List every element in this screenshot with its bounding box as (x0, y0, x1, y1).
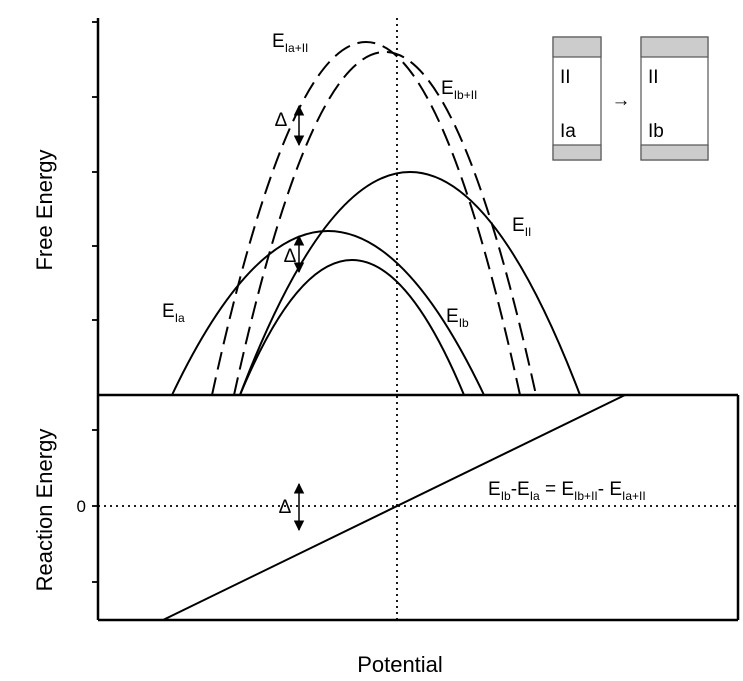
inset-label: II (648, 67, 659, 88)
curve-label: EIb (446, 306, 469, 330)
delta-label: Δ (284, 246, 297, 267)
curve-label: EIb+II (441, 78, 477, 102)
inset-label: Ia (560, 121, 576, 142)
curve-ib-ii (233, 51, 537, 396)
curve-label: EIa+II (272, 31, 308, 55)
symbol: E (272, 31, 285, 52)
subscript: Ia+II (622, 489, 646, 503)
curve-label: EII (512, 215, 531, 239)
zero-label: 0 (77, 497, 86, 516)
curve-ia (171, 230, 485, 396)
subscript: Ib (501, 489, 511, 503)
y-ticks (92, 21, 98, 583)
curve-ii (239, 171, 581, 396)
equation: EIb-EIa = EIb+II- EIa+II (488, 479, 646, 503)
symbol: -E (511, 479, 530, 500)
delta-label: Δ (275, 110, 288, 131)
symbol: E (441, 78, 454, 99)
subscript: Ib+II (454, 88, 478, 102)
symbol: = E (540, 479, 574, 500)
y-title-bottom: Reaction Energy (32, 429, 57, 592)
y-title-top: Free Energy (32, 149, 57, 270)
curve-ib (239, 259, 465, 396)
subscript: Ia (530, 489, 540, 503)
symbol: E (512, 215, 525, 236)
symbol: E (162, 301, 175, 322)
inset-label: II (560, 67, 571, 88)
inset (552, 36, 709, 161)
subscript: Ib+II (574, 489, 598, 503)
inset-arrow: → (612, 90, 631, 111)
curve-ia-ii (211, 41, 521, 396)
inset-label: Ib (648, 121, 664, 142)
subscript: II (525, 225, 532, 239)
symbol: - E (598, 479, 622, 500)
curve-label: EIa (162, 301, 185, 325)
reaction-line (162, 394, 626, 621)
symbol: E (446, 306, 459, 327)
delta-label: Δ (279, 497, 292, 518)
subscript: Ia (175, 311, 185, 325)
symbol: E (488, 479, 501, 500)
x-title: Potential (357, 652, 443, 677)
subscript: Ib (459, 316, 469, 330)
subscript: Ia+II (285, 41, 309, 55)
